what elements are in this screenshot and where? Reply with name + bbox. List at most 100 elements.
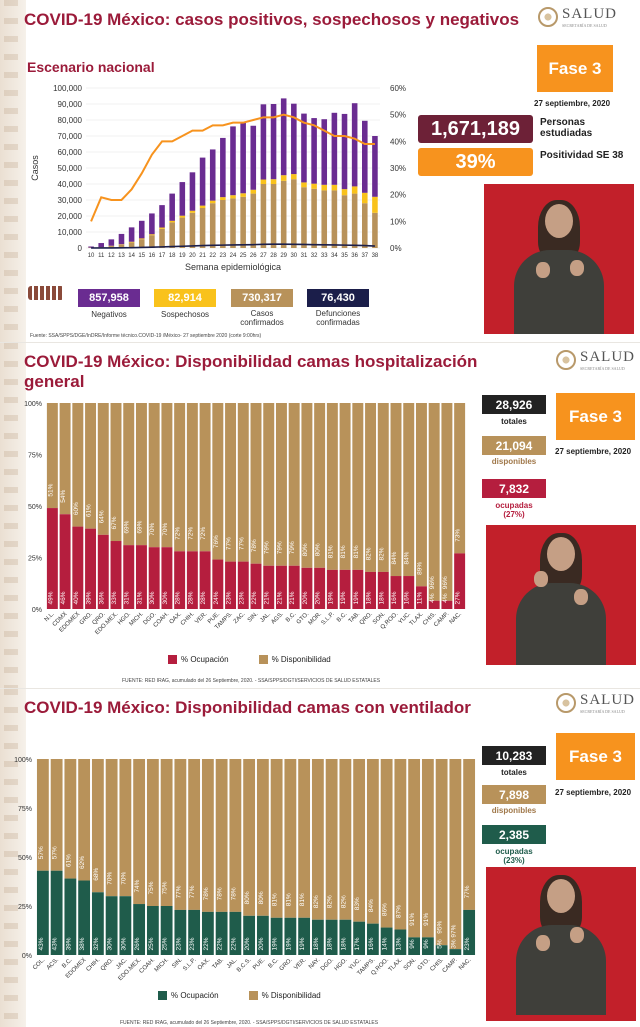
bar-segment — [260, 104, 267, 180]
occupation-bar — [161, 547, 173, 609]
bar-segment — [311, 118, 317, 184]
panel-subtitle: Escenario nacional — [27, 59, 155, 75]
occupation-label: 30% — [107, 937, 114, 950]
x-tick-label: 33 — [321, 253, 328, 259]
confirmados-value: 730,317 — [231, 289, 293, 307]
hosp-general-chart: 0%25%50%75%100%51%49%N.L.54%46%CDMX60%40… — [24, 401, 466, 636]
bar-segment — [331, 190, 338, 248]
availability-label: 57% — [38, 846, 45, 859]
occupation-label: 25% — [148, 937, 155, 950]
bar-segment — [199, 205, 206, 208]
bar-segment — [159, 228, 165, 248]
availability-label: 70% — [107, 871, 114, 884]
availability-label: 77% — [226, 537, 233, 550]
availability-bar — [91, 759, 104, 893]
legend-availability: % Disponibilidad — [271, 655, 331, 664]
occupation-label: 18% — [313, 937, 320, 950]
occupation-bar — [454, 553, 466, 609]
bar-segment — [138, 238, 145, 240]
x-tick-label: 24 — [230, 253, 237, 259]
occupation-label: 17% — [354, 937, 361, 950]
availability-label: 78% — [230, 887, 237, 900]
occupation-label: 9% — [423, 939, 430, 949]
availability-label: 80% — [315, 543, 322, 556]
decorative-border — [0, 343, 26, 688]
x-tick-label: 25 — [240, 253, 247, 259]
occupation-label: 23% — [189, 937, 196, 950]
bar-segment — [301, 113, 307, 183]
occupation-bar — [105, 896, 118, 955]
bar-segment — [351, 186, 358, 194]
bar-segment — [88, 246, 94, 248]
bar-segment — [240, 193, 246, 197]
availability-label: 84% — [404, 551, 411, 564]
occupation-bar — [199, 551, 211, 609]
bar-segment — [250, 125, 257, 190]
availability-label: 57% — [52, 846, 59, 859]
availability-label: 76% — [213, 535, 220, 548]
x-axis-label: Semana epidemiológica — [185, 262, 281, 272]
occupation-label: 19% — [285, 937, 292, 950]
occupation-bar — [146, 906, 159, 955]
availability-bar — [288, 403, 300, 566]
bar-segment — [230, 195, 236, 199]
bar-segment — [179, 182, 186, 216]
fase-badge: Fase 3 — [537, 45, 613, 92]
availability-label: 70% — [149, 522, 156, 535]
occupation-label: 24% — [213, 591, 220, 604]
availability-label: 80% — [302, 543, 309, 556]
interpreter-video — [486, 867, 636, 1021]
availability-bar — [97, 403, 109, 535]
availability-bar — [275, 403, 287, 566]
report-date: 27 septiembre, 2020 — [555, 447, 632, 456]
y2-tick-label: 20% — [390, 191, 406, 200]
x-tick-label: VER. — [293, 957, 307, 971]
availability-label: 74% — [134, 879, 141, 892]
availability-label: 96% — [442, 576, 449, 589]
bar-segment — [270, 184, 277, 248]
bar-segment — [220, 200, 226, 248]
occupation-bar — [339, 569, 351, 609]
occupation-label: 25% — [162, 937, 169, 950]
y-tick-label: 80,000 — [58, 116, 83, 125]
occupation-bar — [441, 600, 453, 609]
bar-segment — [230, 198, 236, 248]
occupation-bar — [380, 927, 393, 955]
occupation-label: 23% — [226, 591, 233, 604]
occupation-label: 28% — [175, 591, 182, 604]
x-tick-label: CAMP. — [442, 957, 459, 974]
occupation-bar — [326, 569, 338, 609]
x-tick-label: B.C.S. — [236, 957, 253, 974]
availability-bar — [36, 759, 49, 871]
bar-segment — [321, 119, 328, 185]
panel-ventilator: COVID-19 México: Disponibilidad camas co… — [0, 689, 640, 1027]
x-tick-label: 16 — [149, 253, 156, 259]
availability-label: 70% — [120, 871, 127, 884]
interpreter-video — [484, 184, 634, 334]
availability-label: 67% — [111, 516, 118, 529]
bar-segment — [280, 175, 287, 181]
x-tick-label: MOR. — [308, 611, 324, 627]
availability-label: 80% — [244, 891, 251, 904]
x-tick-label: COL. — [32, 957, 46, 971]
availability-bar — [250, 403, 262, 564]
bar-segment — [250, 189, 257, 194]
availability-label: 78% — [217, 887, 224, 900]
availability-bar — [390, 403, 402, 577]
bar-segment — [291, 103, 297, 175]
availability-label: 69% — [136, 520, 143, 533]
bar-segment — [179, 215, 186, 218]
occupation-label: 20% — [302, 591, 309, 604]
availability-bar — [174, 403, 186, 552]
seal-icon — [556, 693, 576, 713]
availability-bar — [449, 759, 462, 950]
availability-label: 81% — [272, 893, 279, 906]
bar-segment — [331, 112, 338, 185]
occupation-label: 33% — [111, 591, 118, 604]
availability-label: 82% — [340, 895, 347, 908]
panel-footer: FUENTE: RED IRAG, acumulado del 26 Septi… — [122, 678, 381, 684]
panel-title: COVID-19 México: casos positivos, sospec… — [24, 10, 520, 29]
availability-label: 82% — [378, 547, 385, 560]
occupation-bar — [237, 561, 249, 609]
bar-segment — [250, 193, 257, 248]
